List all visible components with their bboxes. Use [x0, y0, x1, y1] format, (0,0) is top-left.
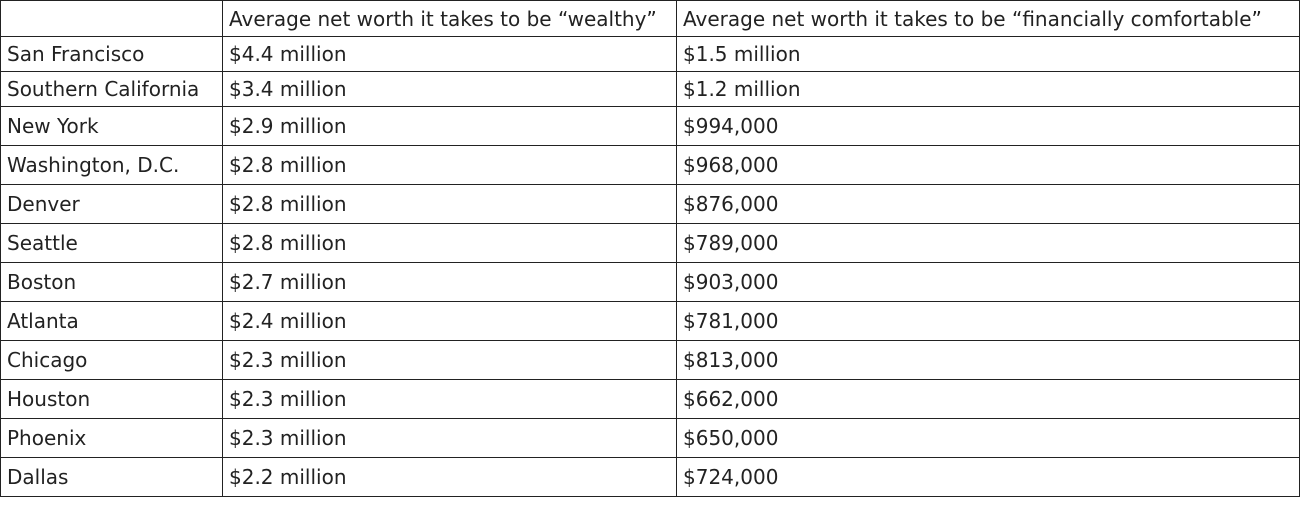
- table-row: San Francisco $4.4 million $1.5 million: [0, 36, 1300, 72]
- value-cell: $876,000: [676, 184, 1300, 224]
- value-cell: $650,000: [676, 418, 1300, 458]
- value-cell: $994,000: [676, 106, 1300, 146]
- net-worth-table: Average net worth it takes to be “wealth…: [0, 0, 1300, 497]
- city-cell: Seattle: [0, 223, 223, 263]
- city-cell: Southern California: [0, 71, 223, 107]
- value-cell: $1.2 million: [676, 71, 1300, 107]
- table-row: Chicago $2.3 million $813,000: [0, 340, 1300, 380]
- table-row: Dallas $2.2 million $724,000: [0, 457, 1300, 497]
- city-cell: San Francisco: [0, 36, 223, 72]
- value-cell: $2.2 million: [222, 457, 677, 497]
- value-cell: $662,000: [676, 379, 1300, 419]
- table-row: Boston $2.7 million $903,000: [0, 262, 1300, 302]
- table-row: Phoenix $2.3 million $650,000: [0, 418, 1300, 458]
- value-cell: $1.5 million: [676, 36, 1300, 72]
- value-cell: $813,000: [676, 340, 1300, 380]
- table-row: Atlanta $2.4 million $781,000: [0, 301, 1300, 341]
- city-cell: Chicago: [0, 340, 223, 380]
- header-cell: Average net worth it takes to be “wealth…: [222, 0, 677, 37]
- value-cell: $4.4 million: [222, 36, 677, 72]
- value-cell: $2.3 million: [222, 379, 677, 419]
- page: Average net worth it takes to be “wealth…: [0, 0, 1300, 497]
- value-cell: $781,000: [676, 301, 1300, 341]
- value-cell: $2.3 million: [222, 418, 677, 458]
- table-row: Houston $2.3 million $662,000: [0, 379, 1300, 419]
- table-row: Washington, D.C. $2.8 million $968,000: [0, 145, 1300, 185]
- city-cell: Washington, D.C.: [0, 145, 223, 185]
- value-cell: $903,000: [676, 262, 1300, 302]
- value-cell: $2.4 million: [222, 301, 677, 341]
- city-cell: Denver: [0, 184, 223, 224]
- header-row: Average net worth it takes to be “wealth…: [0, 0, 1300, 37]
- value-cell: $3.4 million: [222, 71, 677, 107]
- value-cell: $724,000: [676, 457, 1300, 497]
- table-row: Southern California $3.4 million $1.2 mill…: [0, 71, 1300, 107]
- city-cell: Dallas: [0, 457, 223, 497]
- table-row: Denver $2.8 million $876,000: [0, 184, 1300, 224]
- city-cell: Phoenix: [0, 418, 223, 458]
- city-cell: Boston: [0, 262, 223, 302]
- value-cell: $2.9 million: [222, 106, 677, 146]
- city-cell: Atlanta: [0, 301, 223, 341]
- header-cell: Average net worth it takes to be “financ…: [676, 0, 1300, 37]
- value-cell: $2.7 million: [222, 262, 677, 302]
- value-cell: $2.8 million: [222, 223, 677, 263]
- value-cell: $2.3 million: [222, 340, 677, 380]
- table-row: New York $2.9 million $994,000: [0, 106, 1300, 146]
- table-row: Seattle $2.8 million $789,000: [0, 223, 1300, 263]
- city-cell: New York: [0, 106, 223, 146]
- value-cell: $2.8 million: [222, 145, 677, 185]
- header-cell: [0, 0, 223, 37]
- value-cell: $789,000: [676, 223, 1300, 263]
- value-cell: $2.8 million: [222, 184, 677, 224]
- value-cell: $968,000: [676, 145, 1300, 185]
- city-cell: Houston: [0, 379, 223, 419]
